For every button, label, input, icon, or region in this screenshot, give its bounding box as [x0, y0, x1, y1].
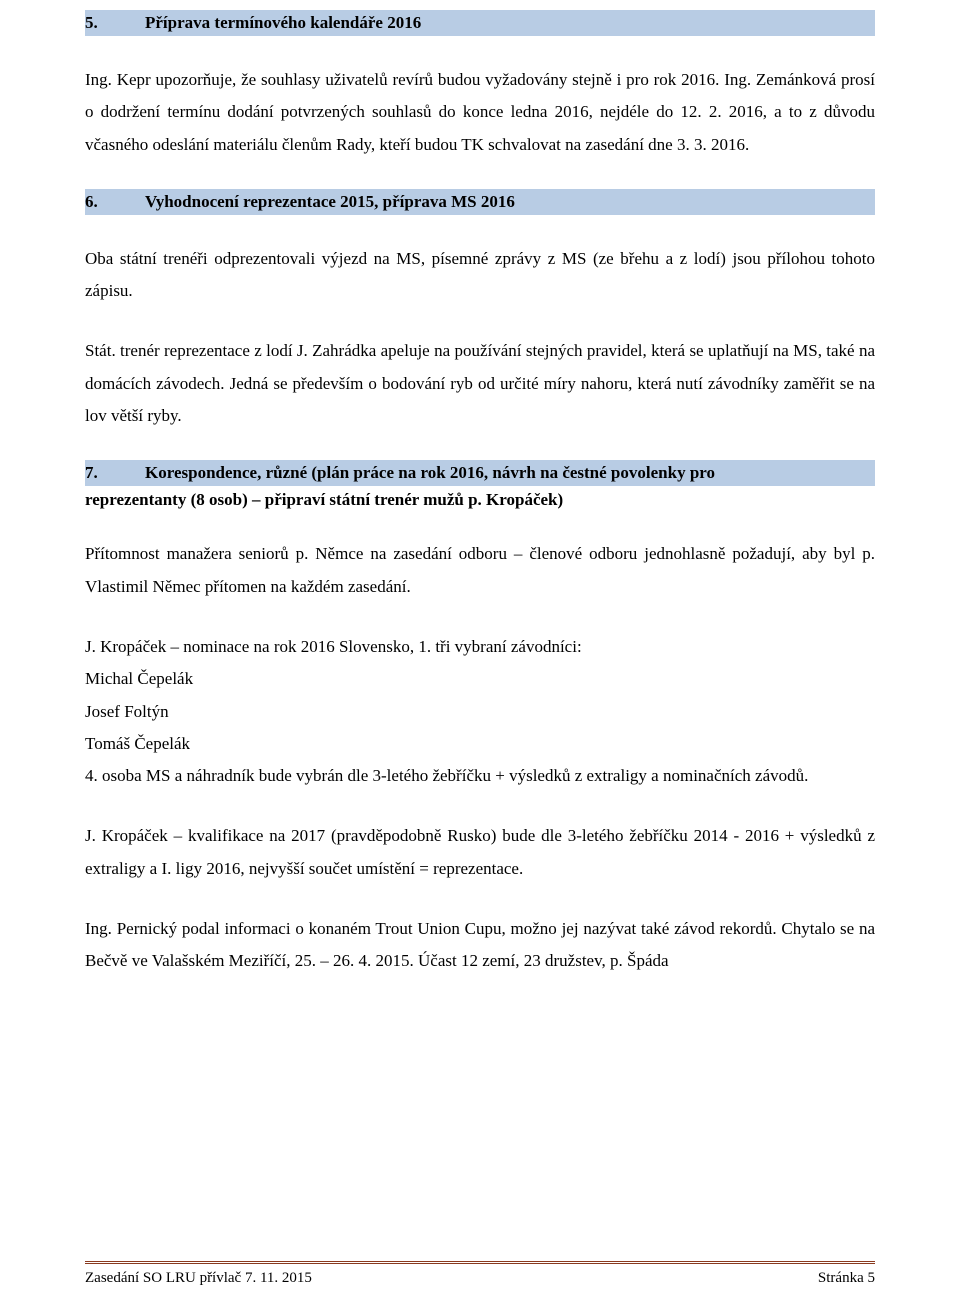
section-5-paragraph: Ing. Kepr upozorňuje, že souhlasy uživat… — [85, 64, 875, 161]
section-7-title-line2: reprezentanty (8 osob) – připraví státní… — [85, 490, 875, 510]
nominee-1: Michal Čepelák — [85, 663, 875, 695]
section-5-title: Příprava termínového kalendáře 2016 — [145, 13, 421, 32]
paragraph-after-names: 4. osoba MS a náhradník bude vybrán dle … — [85, 760, 875, 792]
section-7-number: 7. — [85, 463, 145, 483]
section-6-paragraph-2: Stát. trenér reprezentace z lodí J. Zahr… — [85, 335, 875, 432]
section-7-heading: 7.Korespondence, různé (plán práce na ro… — [85, 460, 875, 486]
section-7-title-line1: Korespondence, různé (plán práce na rok … — [145, 463, 715, 482]
nomination-intro: J. Kropáček – nominace na rok 2016 Slove… — [85, 631, 875, 663]
section-7-paragraph-1: Přítomnost manažera seniorů p. Němce na … — [85, 538, 875, 603]
section-6-heading: 6.Vyhodnocení reprezentace 2015, příprav… — [85, 189, 875, 215]
last-paragraph: Ing. Pernický podal informaci o konaném … — [85, 913, 875, 978]
section-6-title: Vyhodnocení reprezentace 2015, příprava … — [145, 192, 515, 211]
qualification-paragraph: J. Kropáček – kvalifikace na 2017 (pravd… — [85, 820, 875, 885]
section-5-heading: 5.Příprava termínového kalendáře 2016 — [85, 10, 875, 36]
footer-left: Zasedání SO LRU přívlač 7. 11. 2015 — [85, 1270, 312, 1287]
section-6-paragraph-1: Oba státní trenéři odprezentovali výjezd… — [85, 243, 875, 308]
nominee-3: Tomáš Čepelák — [85, 728, 875, 760]
footer-right: Stránka 5 — [818, 1270, 875, 1287]
nominee-2: Josef Foltýn — [85, 696, 875, 728]
page-footer: Zasedání SO LRU přívlač 7. 11. 2015 Strá… — [85, 1261, 875, 1287]
footer-rule — [85, 1261, 875, 1264]
section-5-number: 5. — [85, 13, 145, 33]
section-6-number: 6. — [85, 192, 145, 212]
